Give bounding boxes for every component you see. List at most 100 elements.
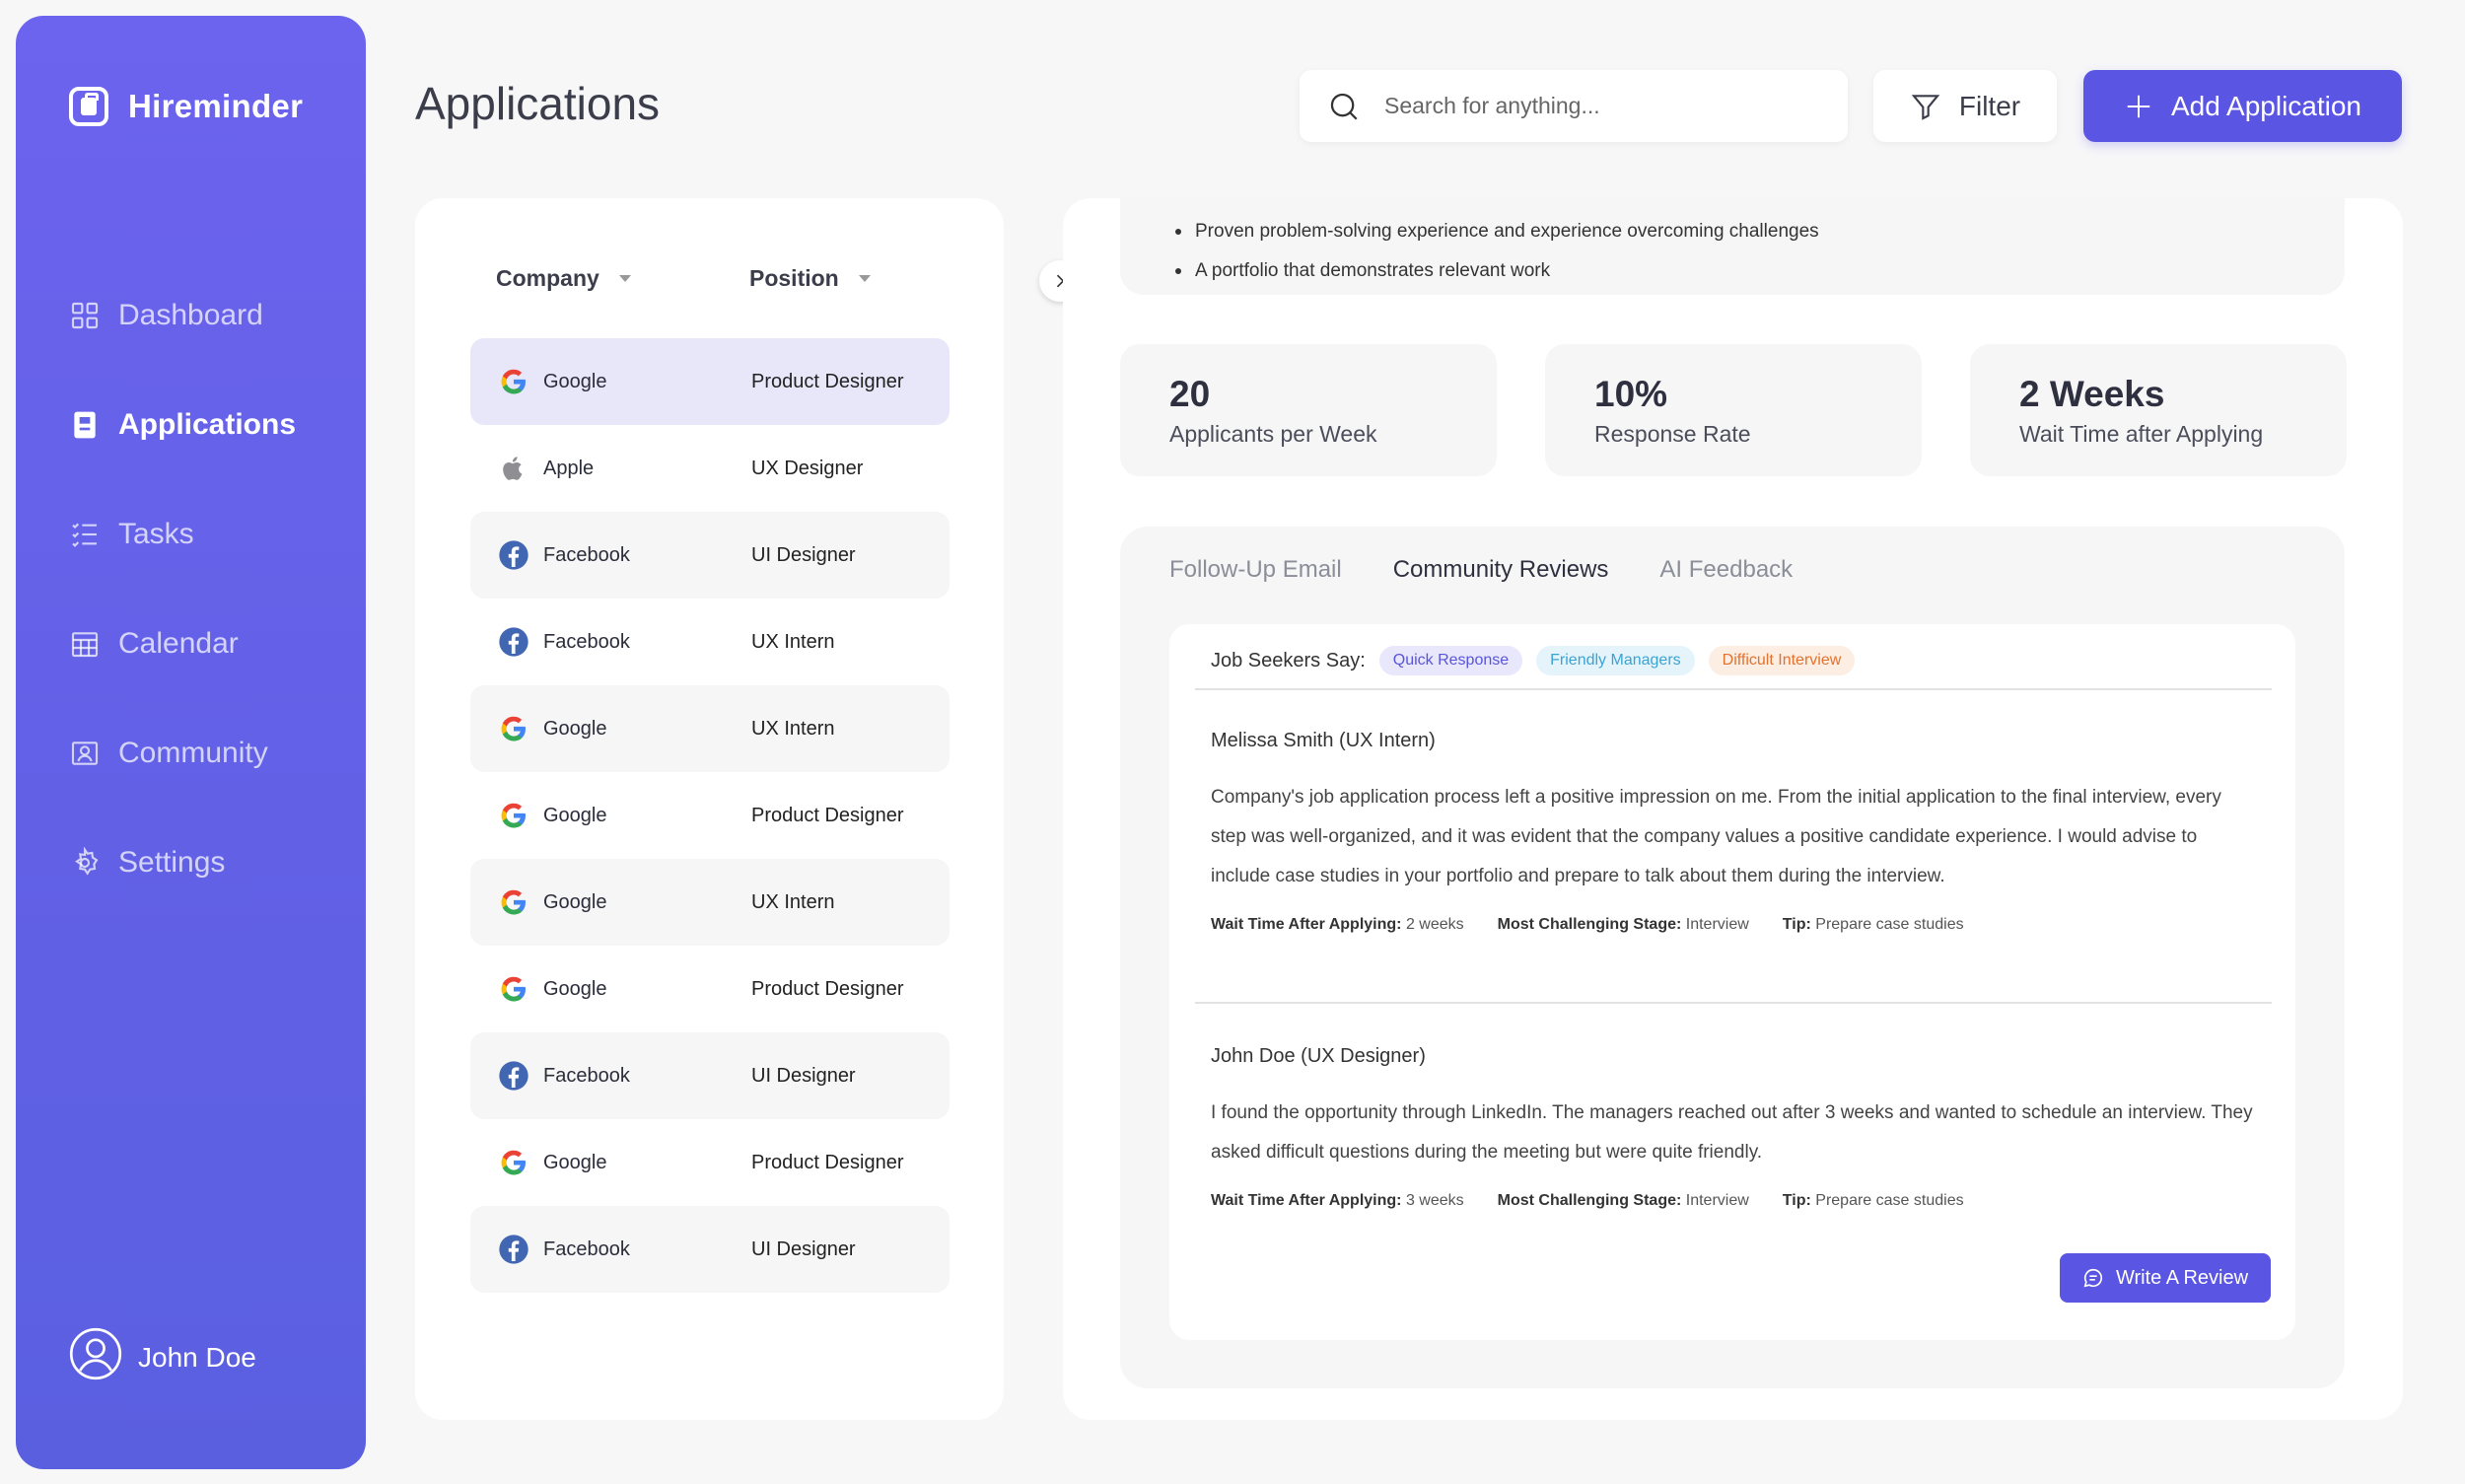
avatar — [69, 1327, 122, 1387]
company-cell: Google — [498, 1147, 751, 1178]
application-row[interactable]: Facebook UI Designer — [470, 1032, 950, 1119]
column-label: Company — [496, 265, 599, 291]
grid-icon — [71, 302, 99, 328]
reviewer-name: John Doe (UX Designer) — [1211, 1045, 1426, 1067]
meta-label: Tip: — [1782, 916, 1811, 933]
application-row[interactable]: Google Product Designer — [470, 338, 950, 425]
company-cell: Google — [498, 973, 751, 1005]
company-cell: Facebook — [498, 1060, 751, 1092]
community-reviews-card: Job Seekers Say: Quick Response Friendly… — [1169, 624, 2295, 1340]
google-logo-icon — [498, 886, 529, 918]
plus-icon — [2127, 95, 2150, 117]
tag-chip: Quick Response — [1378, 646, 1523, 675]
sort-caret-icon — [618, 275, 631, 282]
stat-value: 2 Weeks — [2019, 374, 2165, 414]
company-name: Facebook — [543, 630, 630, 653]
chat-bubble-icon — [2083, 1268, 2102, 1288]
application-row[interactable]: Facebook UI Designer — [470, 512, 950, 599]
document-icon — [74, 411, 96, 438]
position-cell: UX Intern — [751, 630, 835, 653]
search-input[interactable] — [1384, 93, 1798, 119]
applications-list-panel: Company Position Google Product Designer A… — [415, 198, 1004, 1420]
company-cell: Google — [498, 366, 751, 397]
add-application-button[interactable]: Add Application — [2083, 70, 2402, 142]
stat-value: 20 — [1169, 374, 1211, 414]
position-cell: UI Designer — [751, 1237, 856, 1260]
position-cell: Product Designer — [751, 977, 904, 1000]
meta-label: Most Challenging Stage: — [1497, 916, 1682, 933]
reviewer-name: Melissa Smith (UX Intern) — [1211, 730, 1436, 751]
divider — [1195, 1002, 2272, 1004]
sidebar-item-community[interactable]: Community — [69, 698, 296, 808]
seekers-summary: Job Seekers Say: Quick Response Friendly… — [1211, 646, 1856, 675]
application-detail-panel: Proven problem-solving experience and ex… — [1063, 198, 2403, 1420]
sidebar-nav: Dashboard Applications Tasks Calendar Co… — [69, 260, 296, 917]
sidebar-item-label: Settings — [118, 845, 226, 879]
brand[interactable]: Hireminder — [69, 87, 303, 126]
stat-response-rate: 10% Response Rate — [1545, 344, 1922, 476]
review-meta: Wait Time After Applying: 2 weeks Most C… — [1211, 916, 2256, 934]
user-profile[interactable]: John Doe — [69, 1327, 256, 1387]
company-cell: Facebook — [498, 1234, 751, 1265]
google-logo-icon — [498, 973, 529, 1005]
sidebar-item-calendar[interactable]: Calendar — [69, 589, 296, 698]
application-row[interactable]: Facebook UX Intern — [470, 599, 950, 685]
application-rows: Google Product Designer Apple UX Designer Fa… — [470, 338, 950, 1293]
sidebar-item-dashboard[interactable]: Dashboard — [69, 260, 296, 370]
sidebar-item-settings[interactable]: Settings — [69, 808, 296, 917]
position-column-header[interactable]: Position — [749, 265, 871, 292]
sidebar-item-label: Community — [118, 736, 268, 769]
position-cell: Product Designer — [751, 804, 904, 826]
checklist-icon — [72, 523, 97, 547]
sidebar-item-label: Dashboard — [118, 298, 263, 331]
write-review-button[interactable]: Write A Review — [2060, 1253, 2271, 1303]
sidebar-item-applications[interactable]: Applications — [69, 370, 296, 479]
company-name: Facebook — [543, 543, 630, 566]
application-row[interactable]: Google UX Intern — [470, 859, 950, 946]
meta-label: Most Challenging Stage: — [1497, 1192, 1682, 1209]
meta-value: Interview — [1685, 916, 1749, 933]
reviews-section: Follow-Up Email Community Reviews AI Fee… — [1120, 527, 2345, 1388]
add-application-label: Add Application — [2170, 90, 2362, 121]
company-name: Google — [543, 370, 607, 392]
page-title: Applications — [415, 78, 661, 129]
sidebar-item-tasks[interactable]: Tasks — [69, 479, 296, 589]
briefcase-logo-icon — [69, 87, 108, 126]
application-row[interactable]: Google Product Designer — [470, 1119, 950, 1206]
application-row[interactable]: Google UX Intern — [470, 685, 950, 772]
facebook-logo-icon — [498, 1234, 529, 1265]
filter-label: Filter — [1958, 90, 2021, 121]
community-icon — [71, 741, 99, 765]
search-bar[interactable] — [1300, 70, 1848, 142]
company-column-header[interactable]: Company — [496, 265, 749, 292]
review-item: John Doe (UX Designer) I found the oppor… — [1211, 1045, 2256, 1210]
company-cell: Facebook — [498, 539, 751, 571]
application-row[interactable]: Google Product Designer — [470, 946, 950, 1032]
filter-button[interactable]: Filter — [1873, 70, 2057, 142]
position-cell: UI Designer — [751, 543, 856, 566]
requirement-item: A portfolio that demonstrates relevant w… — [1175, 251, 1819, 291]
position-cell: Product Designer — [751, 370, 904, 392]
position-cell: UX Intern — [751, 890, 835, 913]
review-text: Company's job application process left a… — [1211, 787, 2221, 886]
sidebar: Hireminder Dashboard Applications Tasks … — [16, 16, 366, 1469]
list-header: Company Position — [496, 265, 871, 292]
facebook-logo-icon — [498, 626, 529, 658]
user-name: John Doe — [138, 1341, 256, 1373]
application-row[interactable]: Google Product Designer — [470, 772, 950, 859]
company-cell: Apple — [498, 453, 751, 484]
application-row[interactable]: Apple UX Designer — [470, 425, 950, 512]
company-name: Apple — [543, 457, 595, 479]
tab-follow-up-email[interactable]: Follow-Up Email — [1169, 556, 1342, 583]
tab-community-reviews[interactable]: Community Reviews — [1392, 556, 1609, 583]
meta-label: Tip: — [1782, 1192, 1811, 1209]
app-name: Hireminder — [128, 88, 304, 124]
review-text: I found the opportunity through LinkedIn… — [1211, 1102, 2253, 1163]
calendar-icon — [71, 631, 99, 657]
application-row[interactable]: Facebook UI Designer — [470, 1206, 950, 1293]
sidebar-item-label: Applications — [118, 407, 297, 441]
meta-label: Wait Time After Applying: — [1211, 916, 1402, 933]
tab-ai-feedback[interactable]: AI Feedback — [1659, 556, 1794, 583]
user-icon — [69, 1327, 122, 1380]
stat-label: Response Rate — [1594, 421, 1751, 447]
